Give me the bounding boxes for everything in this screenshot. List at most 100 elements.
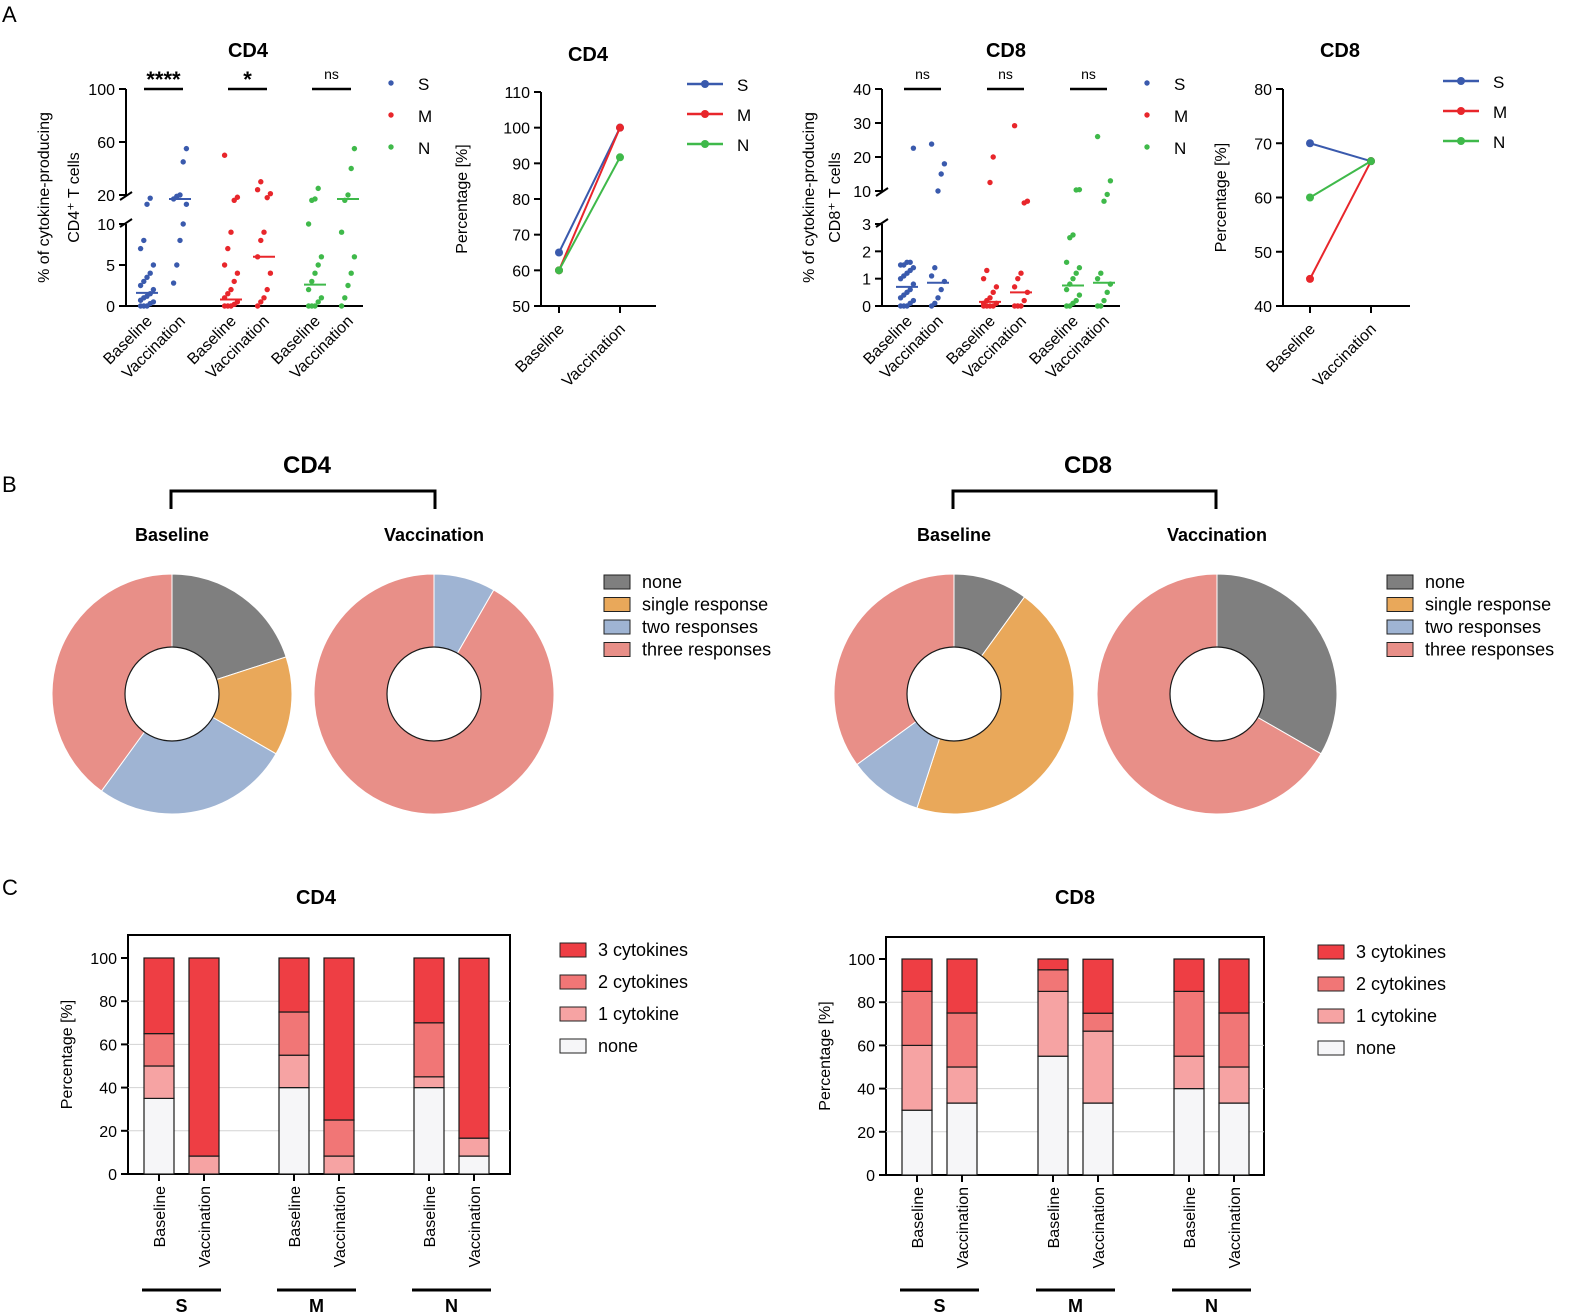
A3-point-N-baseline <box>1073 270 1079 276</box>
A3-point-M-vaccination <box>1021 297 1027 304</box>
C1-bar-M-vaccination-c3 <box>323 957 355 1121</box>
C1-bar-N-baseline-c2 <box>413 1022 445 1078</box>
B2-bracket <box>951 489 1218 509</box>
A4-y-tick-label: 60 <box>1254 191 1272 208</box>
B2-legend-label: none <box>1425 572 1465 592</box>
A1-point-N-baseline <box>305 286 312 293</box>
C2-bar-M-baseline-c3 <box>1037 958 1069 971</box>
A4-series-point-N <box>1306 193 1314 202</box>
B1-donut-hole <box>386 646 482 742</box>
panel-label-a: A <box>2 2 17 27</box>
A2-x-label: Vaccination <box>559 321 629 391</box>
A1-point-M-vaccination <box>261 229 267 235</box>
A3-point-S-vaccination <box>928 273 935 279</box>
C2-y-tick-label: 20 <box>857 1125 875 1142</box>
C2-bar-N-baseline-c2 <box>1173 990 1205 1057</box>
A4-series-point-M <box>1306 274 1314 283</box>
A1-point-N-baseline <box>305 221 312 227</box>
A1-point-N-vaccination <box>338 229 345 235</box>
A2-series-point-S <box>555 248 563 257</box>
C1-bar-M-baseline-c1 <box>278 1054 310 1089</box>
A3-point-N-baseline <box>1076 186 1083 193</box>
B1-title: CD4 <box>283 452 332 479</box>
A3-point-N-baseline <box>1076 265 1083 271</box>
C1-y-tick-label: 80 <box>99 994 117 1011</box>
C1-bar-S-baseline-c1 <box>143 1065 175 1100</box>
C1-bar-M-baseline-c3 <box>278 957 310 1013</box>
A1-point-M-vaccination <box>267 270 274 276</box>
A1-y-tick-label: 5 <box>106 258 115 275</box>
A3-sig-label: ns <box>1081 66 1096 82</box>
A1-point-M-vaccination <box>264 286 270 293</box>
A2-y-tick-label: 90 <box>512 156 530 173</box>
A1-y-tick-label: 0 <box>106 299 115 316</box>
C1-legend-swatch <box>559 942 587 958</box>
A1-y-tick-label: 100 <box>88 82 115 99</box>
C2-y-tick-label: 60 <box>857 1038 875 1055</box>
A3-point-S-baseline <box>907 259 913 265</box>
A2-y-label: Percentage [%] <box>454 144 471 253</box>
A3-point-S-vaccination <box>928 141 935 147</box>
A1-point-M-vaccination <box>258 299 264 305</box>
C1-bar-M-baseline-c2 <box>278 1011 310 1056</box>
C2-legend-label: 3 cytokines <box>1356 942 1446 962</box>
A1-point-M-baseline <box>225 291 231 297</box>
C2-legend-swatch <box>1317 1008 1345 1024</box>
A1-point-S-baseline <box>150 299 157 305</box>
A1-title: CD4 <box>228 40 269 62</box>
A4-legend-marker-S <box>1457 77 1465 85</box>
C1-y-tick-label: 20 <box>99 1124 117 1141</box>
C1-bar-N-baseline-c3 <box>413 957 445 1024</box>
A3-point-N-vaccination <box>1101 198 1107 204</box>
C2-bar-S-baseline-c2 <box>901 990 933 1047</box>
C2-bar-M-vaccination-c3 <box>1082 958 1114 1014</box>
A3-point-M-baseline <box>987 295 993 301</box>
A3-point-M-vaccination <box>1018 270 1024 276</box>
C1-bar-M-baseline-none <box>278 1086 310 1175</box>
C1-bar-M-vaccination-c1 <box>323 1155 355 1175</box>
A3-y-tick-label: 0 <box>862 299 871 316</box>
A4-series-line-N <box>1309 160 1372 199</box>
B1-legend-label: single response <box>642 595 768 615</box>
B1-slice-baseline-three-responses <box>51 573 173 792</box>
A2-y-tick-label: 50 <box>512 299 530 316</box>
A3-y-tick-label: 3 <box>862 217 871 234</box>
A1-point-M-baseline <box>221 152 228 158</box>
A1-point-M-vaccination <box>258 237 264 244</box>
C1-bar-N-baseline-none <box>413 1086 445 1175</box>
A2-series-line-M <box>558 127 621 271</box>
A3-legend-marker-M <box>1144 112 1150 118</box>
A1-legend-marker-N <box>388 144 394 150</box>
B1-legend-swatch <box>603 642 631 657</box>
C1-x-label: Baseline <box>422 1186 439 1247</box>
A3-y-label: CD8⁺ T cells <box>827 152 844 243</box>
C1-bar-S-baseline-c3 <box>143 957 175 1035</box>
C1-y-tick-label: 60 <box>99 1037 117 1054</box>
C2-group-label: S <box>933 1296 945 1316</box>
C2-x-label: Baseline <box>910 1187 927 1248</box>
B1-subtitle: Baseline <box>135 525 209 545</box>
A1-point-M-baseline <box>234 194 241 200</box>
C1-legend-label: 3 cytokines <box>598 940 688 960</box>
A2-y-tick-label: 80 <box>512 192 530 209</box>
C2-bar-M-vaccination-c1 <box>1082 1030 1114 1104</box>
A4-series-line-S <box>1309 142 1372 163</box>
B2-legend-swatch <box>1386 642 1414 657</box>
B1-legend-label: none <box>642 572 682 592</box>
A1-point-N-baseline <box>315 185 321 192</box>
A4-title: CD8 <box>1320 40 1360 62</box>
C2-bar-M-vaccination-none <box>1082 1102 1114 1176</box>
A1-point-N-vaccination <box>348 165 354 172</box>
A1-sig-label: * <box>243 67 252 92</box>
C1-y-tick-label: 40 <box>99 1081 117 1098</box>
C2-title: CD8 <box>1055 887 1095 909</box>
A3-point-M-vaccination <box>1011 284 1018 290</box>
A1-point-S-baseline <box>150 262 157 268</box>
B1-bracket <box>169 489 437 509</box>
A3-y-label: % of cytokine-producing <box>801 112 818 283</box>
A1-point-S-vaccination <box>180 159 186 165</box>
A3-point-S-baseline <box>910 297 917 304</box>
A1-y-tick-label: 20 <box>97 188 115 205</box>
A1-point-M-vaccination <box>261 295 267 301</box>
